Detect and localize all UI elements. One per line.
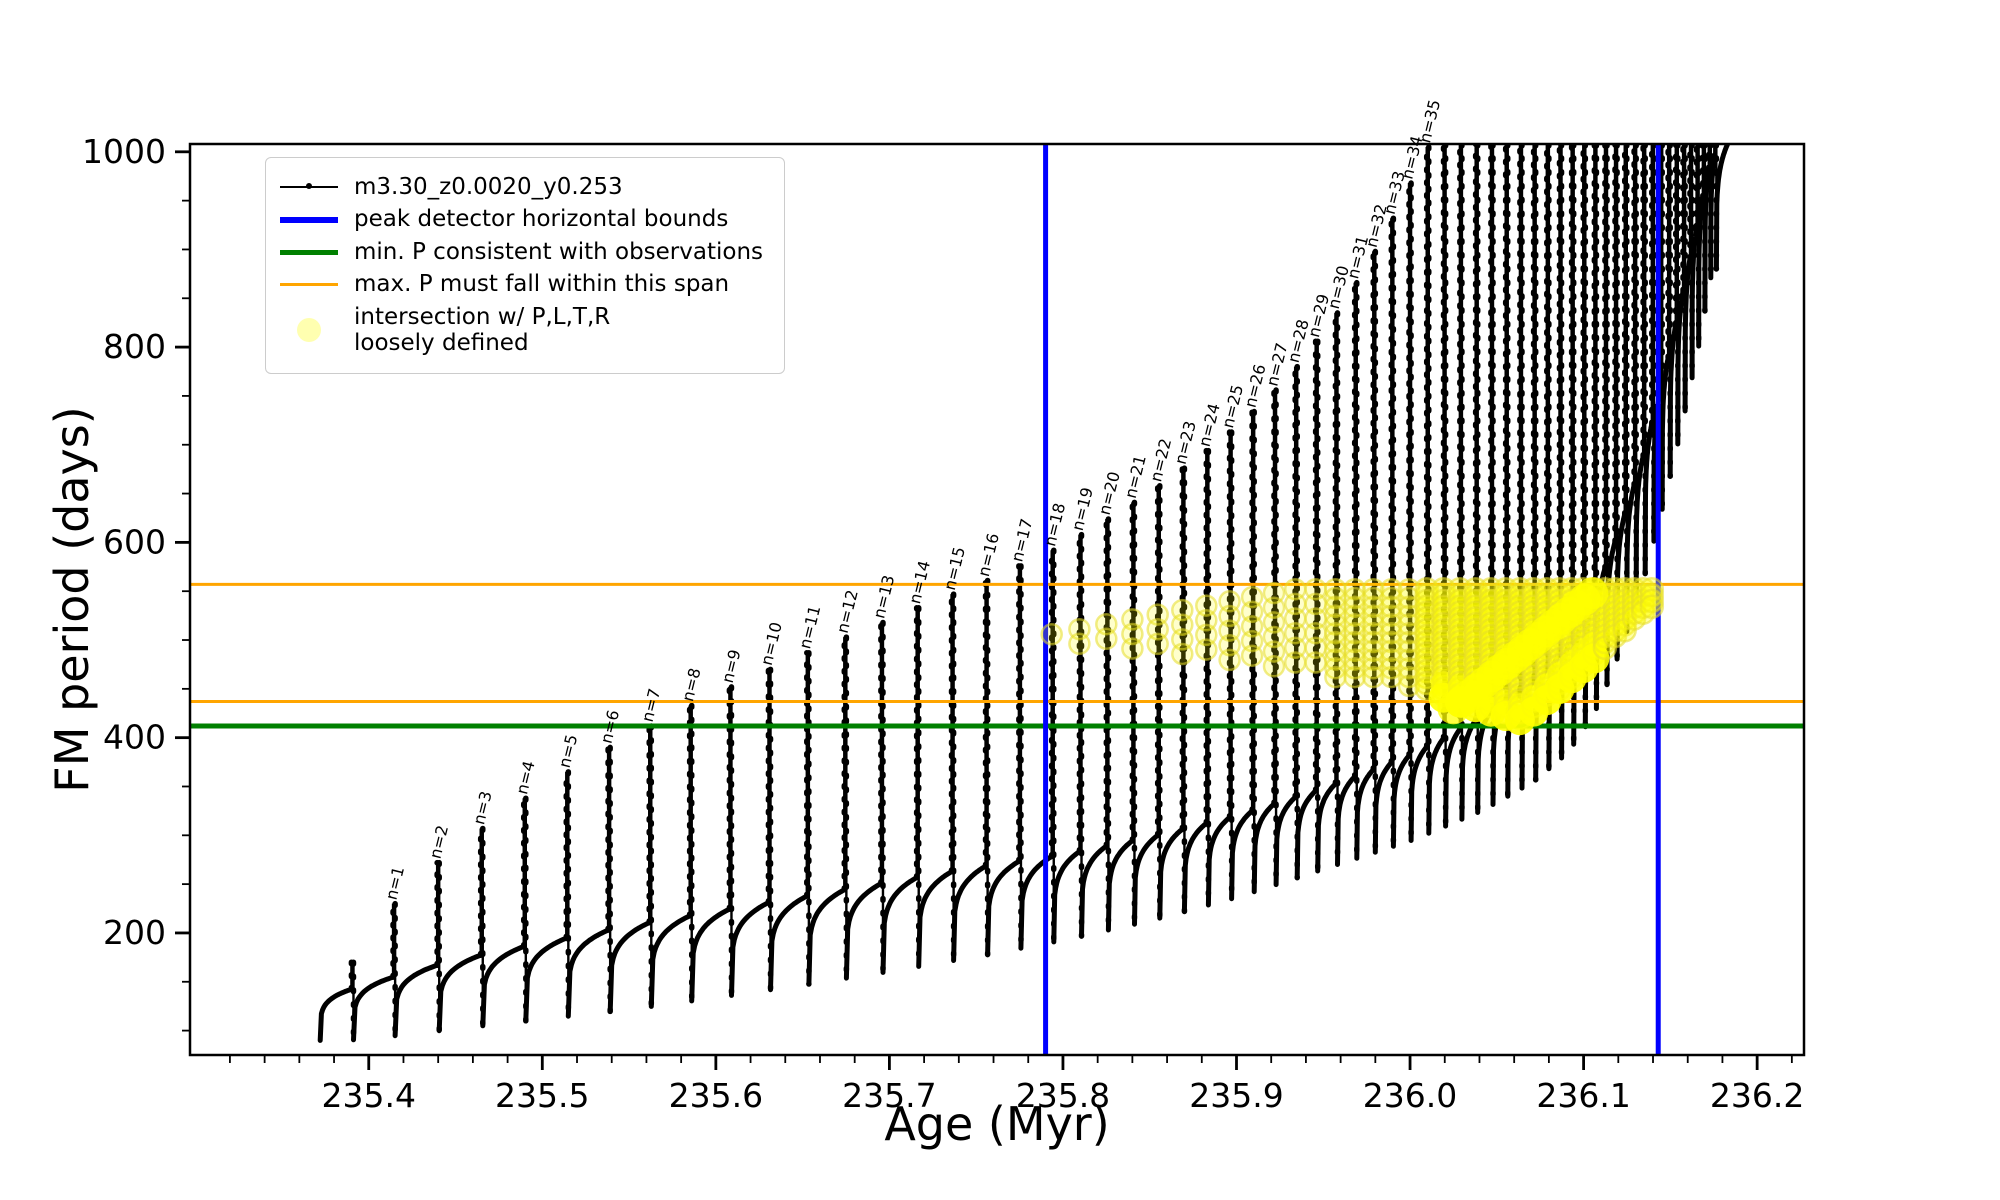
legend-entry-minP: min. P consistent with observations [280, 239, 768, 265]
series-marker-icon [306, 183, 312, 190]
y-tick-label: 1000 [82, 132, 166, 171]
spike-label: n=4 [512, 759, 539, 796]
minP-line-sample [280, 249, 338, 255]
y-tick-label: 800 [103, 327, 166, 366]
x-tick-label: 235.4 [322, 1076, 416, 1115]
spike-label: n=35 [1415, 98, 1444, 145]
legend-label: min. P consistent with observations [354, 238, 764, 265]
x-tick-label: 235.5 [495, 1076, 589, 1115]
spike-label: n=16 [974, 531, 1003, 578]
spike-label: n=8 [678, 666, 705, 703]
x-tick-label: 235.7 [842, 1076, 936, 1115]
legend-label: peak detector horizontal bounds [354, 206, 729, 233]
spike-label: n=1 [382, 864, 409, 901]
spike-label: n=9 [718, 648, 745, 685]
y-tick-label: 400 [103, 718, 166, 757]
spike-label: n=3 [469, 789, 496, 826]
spike-label: n=20 [1095, 470, 1124, 517]
legend-label: m3.30_z0.0020_y0.253 [354, 174, 623, 200]
x-tick-label: 235.9 [1189, 1076, 1283, 1115]
intersection-markers [1040, 576, 1665, 736]
maxP-line-sample [280, 283, 338, 287]
x-tick-label: 236.0 [1363, 1076, 1457, 1115]
legend-label: intersection w/ P,L,T,R loosely defined [354, 303, 611, 357]
spike-label: n=13 [869, 573, 898, 620]
spike-label: n=5 [555, 732, 582, 769]
y-tick-label: 200 [103, 913, 166, 952]
series-line-sample [280, 183, 338, 190]
x-tick-label: 235.8 [1016, 1076, 1110, 1115]
axes-frame: 235.4 235.5 235.6 235.7 235.8 235.9 236.0 236.1… [82, 132, 1806, 1115]
y-tick-label: 600 [103, 522, 166, 561]
legend-label: max. P must fall within this span [354, 271, 730, 298]
legend-entry-series: m3.30_z0.0020_y0.253 [280, 174, 768, 200]
spike-label: n=21 [1121, 453, 1150, 500]
spike-label: n=7 [638, 687, 665, 724]
spike-label: n=6 [597, 708, 624, 745]
spike-label: n=17 [1007, 517, 1036, 564]
x-axis-label: Age (Myr) [884, 1097, 1109, 1151]
vline-sample [280, 216, 338, 223]
spike-label: n=19 [1068, 485, 1097, 532]
intersection-marker-icon [280, 318, 338, 343]
legend-entry-maxP: max. P must fall within this span [280, 271, 768, 297]
x-tick-label: 235.6 [669, 1076, 763, 1115]
spike-label: n=10 [757, 620, 786, 667]
spike-label: n=2 [426, 823, 453, 860]
spike-label: n=11 [795, 603, 824, 650]
y-axis-label: FM period (days) [45, 406, 99, 792]
legend-entry-vlines: peak detector horizontal bounds [280, 206, 768, 232]
x-tick-label: 236.1 [1536, 1076, 1630, 1115]
spike-label: n=12 [833, 588, 862, 635]
spike-label: n=14 [905, 559, 934, 606]
x-tick-label: 236.2 [1710, 1076, 1804, 1115]
legend: m3.30_z0.0020_y0.253 peak detector horiz… [265, 157, 785, 374]
legend-entry-intersection: intersection w/ P,L,T,R loosely defined [280, 304, 768, 357]
